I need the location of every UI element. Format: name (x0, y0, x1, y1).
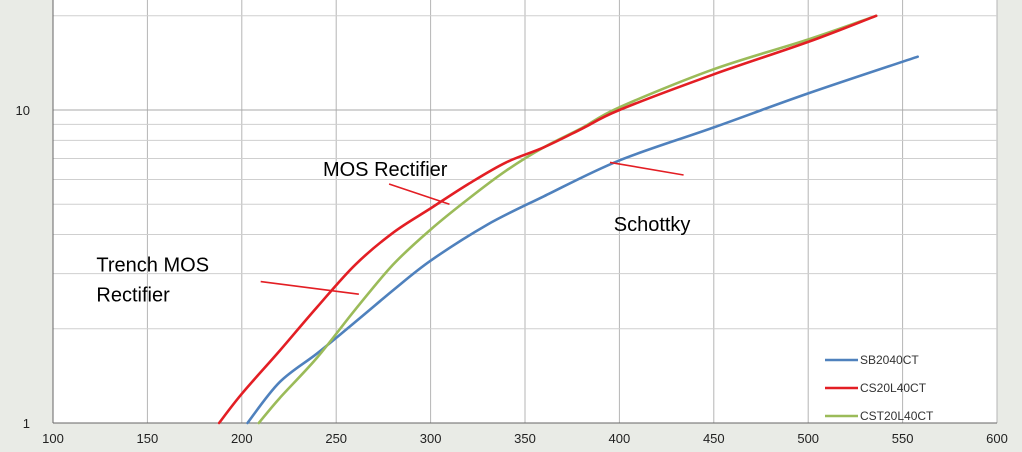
annotation-pointer-line (260, 280, 359, 295)
series-line-sb2040ct (246, 55, 919, 425)
annotation-pointer-line (609, 161, 684, 176)
x-tick-label: 400 (609, 431, 631, 446)
x-tick-label: 350 (514, 431, 536, 446)
x-tick-label: 200 (231, 431, 253, 446)
legend-label: SB2040CT (860, 353, 919, 367)
legend: SB2040CT CS20L40CT CST20L40CT (825, 353, 934, 423)
series-group (217, 14, 919, 425)
legend-label: CST20L40CT (860, 409, 934, 423)
x-tick-label: 250 (325, 431, 347, 446)
annotations: MOS Rectifier Trench MOS Rectifier Schottky (96, 159, 690, 306)
grid (52, 0, 998, 424)
x-tick-label: 450 (703, 431, 725, 446)
series-line-cs20l40ct (217, 14, 878, 425)
y-tick-label: 1 (23, 416, 30, 431)
x-tick-label: 500 (797, 431, 819, 446)
x-tick-label: 600 (986, 431, 1008, 446)
annotation-pointer-line (388, 183, 450, 205)
x-tick-label: 300 (420, 431, 442, 446)
axes: 100 150 200 250 300 350 400 450 500 550 600 1 10 (16, 0, 1008, 446)
series-line-cst20l40ct (257, 14, 878, 425)
annotation-text: MOS Rectifier (323, 159, 448, 181)
annotation-text: Schottky (614, 214, 691, 236)
y-tick-label: 10 (16, 103, 30, 118)
legend-label: CS20L40CT (860, 381, 927, 395)
x-tick-label: 150 (137, 431, 159, 446)
x-tick-label: 550 (892, 431, 914, 446)
x-tick-label: 100 (42, 431, 64, 446)
annotation-text: Rectifier (96, 284, 170, 306)
annotation-text: Trench MOS (96, 254, 209, 276)
